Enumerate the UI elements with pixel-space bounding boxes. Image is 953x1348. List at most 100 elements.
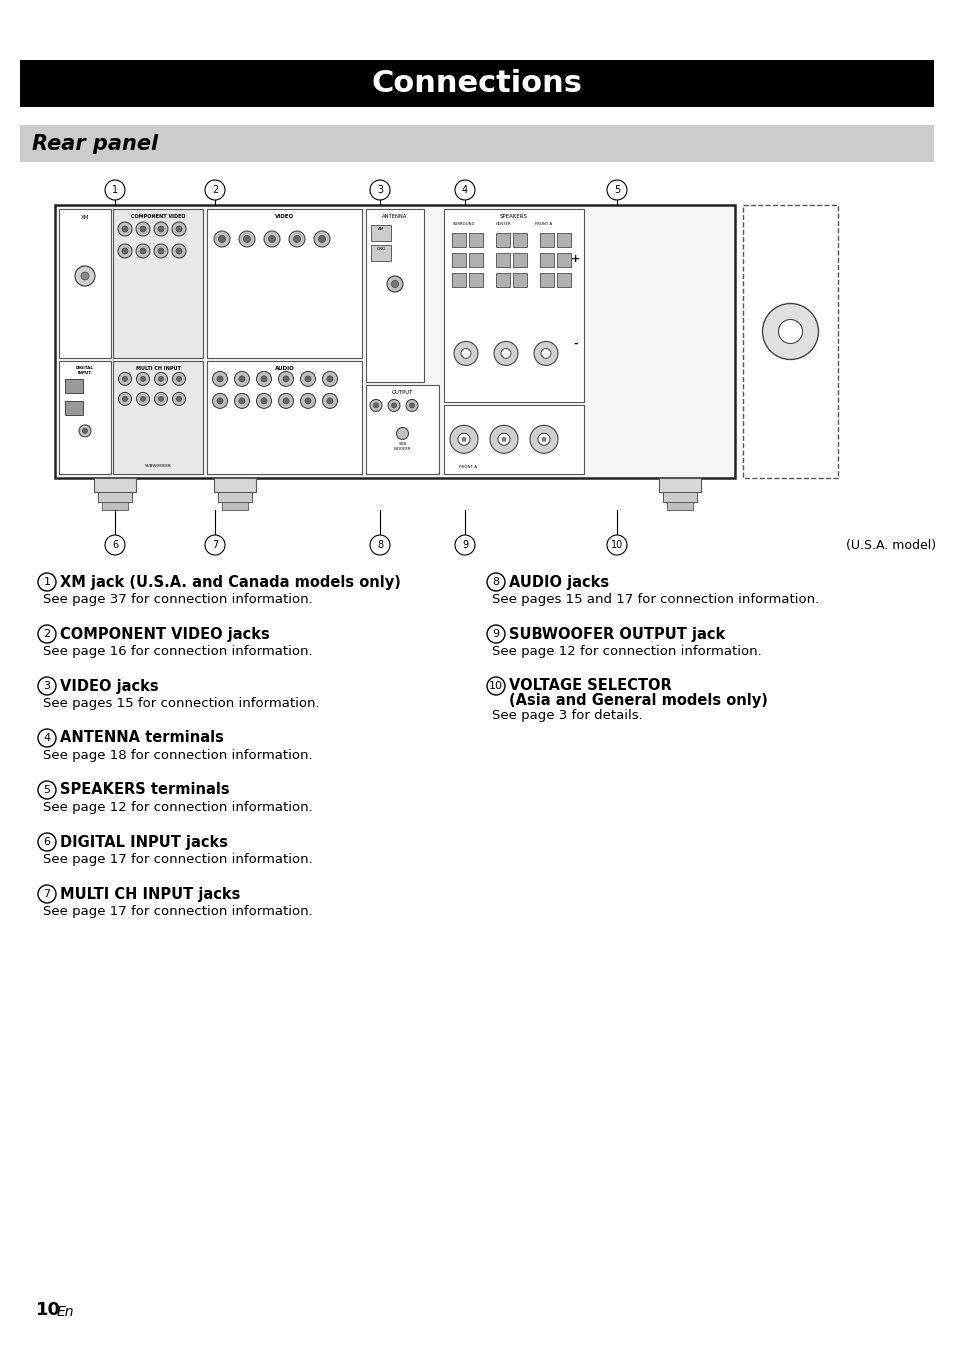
Circle shape <box>314 231 330 247</box>
Text: 2: 2 <box>212 185 218 195</box>
Circle shape <box>374 403 378 408</box>
Circle shape <box>218 236 225 243</box>
Text: SUB
WOOFER: SUB WOOFER <box>394 442 411 452</box>
Text: MULTI CH INPUT jacks: MULTI CH INPUT jacks <box>60 887 240 902</box>
Circle shape <box>216 376 223 381</box>
Circle shape <box>501 437 505 441</box>
Circle shape <box>105 535 125 555</box>
Bar <box>94 479 136 492</box>
Circle shape <box>761 303 818 360</box>
Circle shape <box>213 231 230 247</box>
Circle shape <box>154 372 168 386</box>
Circle shape <box>175 226 182 232</box>
Bar <box>371 225 391 241</box>
Text: (U.S.A. model): (U.S.A. model) <box>845 538 935 551</box>
Text: GND: GND <box>375 247 385 251</box>
Circle shape <box>283 376 289 381</box>
Text: VIDEO: VIDEO <box>274 214 294 218</box>
Circle shape <box>370 399 381 411</box>
Circle shape <box>406 399 417 411</box>
Circle shape <box>154 392 168 406</box>
Bar <box>207 361 361 474</box>
Circle shape <box>82 429 88 433</box>
Bar <box>496 274 510 287</box>
Circle shape <box>136 372 150 386</box>
Text: 9: 9 <box>492 630 499 639</box>
Circle shape <box>81 272 89 280</box>
Circle shape <box>38 780 56 799</box>
Bar <box>469 233 482 247</box>
Circle shape <box>268 236 275 243</box>
Circle shape <box>213 394 227 408</box>
Circle shape <box>289 231 305 247</box>
Bar <box>662 492 697 501</box>
Text: 2: 2 <box>44 630 51 639</box>
Circle shape <box>38 573 56 590</box>
Circle shape <box>370 181 390 200</box>
Circle shape <box>305 398 311 404</box>
Text: VOLTAGE SELECTOR: VOLTAGE SELECTOR <box>509 678 671 693</box>
Circle shape <box>387 276 402 293</box>
Circle shape <box>158 376 163 381</box>
Bar <box>443 209 583 402</box>
Circle shape <box>216 398 223 404</box>
Text: 4: 4 <box>461 185 468 195</box>
Circle shape <box>409 403 414 408</box>
Circle shape <box>454 341 477 365</box>
Text: See page 12 for connection information.: See page 12 for connection information. <box>43 801 313 813</box>
Circle shape <box>460 348 471 359</box>
Text: FRONT A: FRONT A <box>535 222 552 226</box>
Bar <box>112 209 203 357</box>
Circle shape <box>234 394 250 408</box>
Bar <box>20 125 933 162</box>
Circle shape <box>140 376 146 381</box>
Text: En: En <box>57 1305 74 1318</box>
Bar <box>55 205 734 479</box>
Bar <box>65 379 83 392</box>
Circle shape <box>322 372 337 387</box>
Circle shape <box>213 372 227 387</box>
Text: 10: 10 <box>610 541 622 550</box>
Text: See page 17 for connection information.: See page 17 for connection information. <box>43 905 313 918</box>
Text: AUDIO jacks: AUDIO jacks <box>509 574 608 589</box>
Circle shape <box>256 372 272 387</box>
Circle shape <box>153 222 168 236</box>
Circle shape <box>239 231 254 247</box>
Circle shape <box>455 181 475 200</box>
Text: +: + <box>571 253 580 264</box>
Circle shape <box>778 319 801 344</box>
Text: Connections: Connections <box>371 69 582 98</box>
Circle shape <box>122 376 128 381</box>
Circle shape <box>294 236 300 243</box>
Bar <box>207 209 361 357</box>
Text: 6: 6 <box>112 541 118 550</box>
Circle shape <box>172 244 186 257</box>
Circle shape <box>122 226 128 232</box>
Circle shape <box>175 248 182 253</box>
Bar <box>452 274 465 287</box>
Circle shape <box>118 372 132 386</box>
Bar <box>59 361 111 474</box>
Circle shape <box>172 392 185 406</box>
Text: SPEAKERS: SPEAKERS <box>499 214 527 218</box>
Circle shape <box>327 376 333 381</box>
Text: 1: 1 <box>112 185 118 195</box>
Bar <box>213 479 255 492</box>
Bar <box>112 361 203 474</box>
Text: (Asia and General models only): (Asia and General models only) <box>509 693 767 709</box>
Bar <box>222 501 248 510</box>
Text: See pages 15 and 17 for connection information.: See pages 15 and 17 for connection infor… <box>492 593 819 605</box>
Bar <box>557 274 571 287</box>
Text: 7: 7 <box>44 888 51 899</box>
Circle shape <box>283 398 289 404</box>
Circle shape <box>176 376 181 381</box>
Bar <box>742 205 837 479</box>
Text: 8: 8 <box>376 541 383 550</box>
Text: AUDIO: AUDIO <box>274 365 294 371</box>
Circle shape <box>494 341 517 365</box>
Circle shape <box>205 535 225 555</box>
Text: COMPONENT VIDEO jacks: COMPONENT VIDEO jacks <box>60 627 270 642</box>
Text: FRONT A: FRONT A <box>458 465 476 469</box>
Circle shape <box>278 394 294 408</box>
Text: 10: 10 <box>36 1301 61 1318</box>
